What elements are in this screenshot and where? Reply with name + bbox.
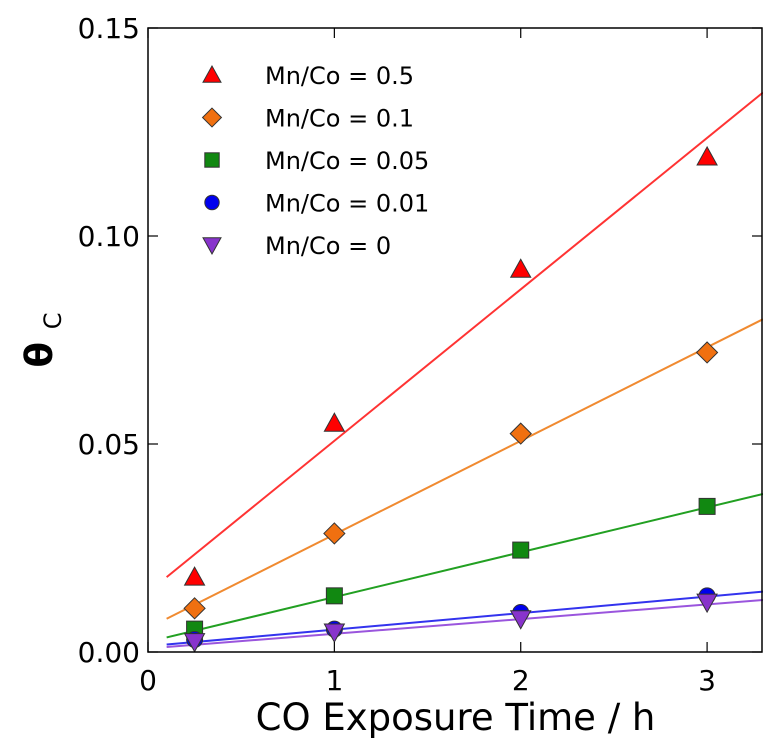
- legend-label-3: Mn/Co = 0.01: [265, 190, 429, 218]
- fit-lines: [166, 91, 763, 649]
- y-tick-label: 0.00: [78, 636, 140, 669]
- data-markers: [183, 145, 719, 653]
- legend-marker-1: [201, 107, 223, 128]
- data-point-series-2-point-3: [698, 497, 716, 515]
- fit-line-series-0: [166, 91, 763, 578]
- y-axis-label: θ C: [18, 312, 67, 367]
- x-tick-label: 3: [698, 664, 716, 697]
- axis-ticks: [147, 27, 762, 653]
- y-tick-label: 0.10: [78, 220, 140, 253]
- data-point-series-4-point-0: [183, 633, 206, 653]
- data-point-series-1-point-1: [323, 522, 346, 545]
- data-point-series-4-point-1: [323, 623, 346, 644]
- fit-line-series-3: [166, 590, 763, 646]
- data-point-series-1-point-2: [509, 422, 532, 445]
- x-tick-label: 2: [512, 664, 530, 697]
- y-tick-labels: 0.00 0.05 0.10 0.15: [78, 12, 140, 669]
- x-tick-labels: 0 1 2 3: [139, 664, 716, 697]
- legend-label-4: Mn/Co = 0: [265, 232, 391, 260]
- data-point-series-0-point-3: [696, 145, 718, 166]
- plot-area-frame: [147, 27, 763, 653]
- legend-marker-4: [202, 237, 222, 256]
- legend-marker-0: [202, 64, 222, 83]
- data-point-series-0-point-0: [183, 566, 206, 586]
- fit-line-series-2: [166, 492, 763, 639]
- data-point-series-1-point-3: [695, 341, 719, 364]
- data-point-series-4-point-3: [696, 593, 718, 614]
- data-point-series-2-point-2: [512, 541, 530, 559]
- legend-label-2: Mn/Co = 0.05: [265, 147, 429, 175]
- x-axis-label: CO Exposure Time / h: [256, 696, 656, 739]
- legend-marker-3: [204, 194, 220, 211]
- data-point-series-0-point-1: [323, 412, 346, 432]
- y-axis-label-main: θ: [18, 342, 61, 367]
- y-axis-label-subscript: C: [39, 312, 67, 329]
- data-point-series-2-point-1: [325, 587, 343, 605]
- legend: Mn/Co = 0.5 Mn/Co = 0.1 Mn/Co = 0.05 Mn/Co …: [201, 62, 429, 260]
- data-point-series-4-point-2: [509, 610, 532, 630]
- legend-label-0: Mn/Co = 0.5: [265, 62, 414, 90]
- fit-line-series-4: [166, 599, 763, 649]
- y-tick-label: 0.05: [78, 428, 140, 461]
- x-tick-label: 0: [139, 664, 157, 697]
- legend-label-1: Mn/Co = 0.1: [265, 105, 414, 133]
- x-tick-label: 1: [325, 664, 343, 697]
- legend-marker-2: [204, 152, 220, 168]
- data-point-series-0-point-2: [509, 258, 532, 278]
- y-tick-label: 0.15: [78, 12, 140, 45]
- data-point-series-1-point-0: [183, 597, 206, 620]
- fit-line-series-1: [166, 318, 763, 620]
